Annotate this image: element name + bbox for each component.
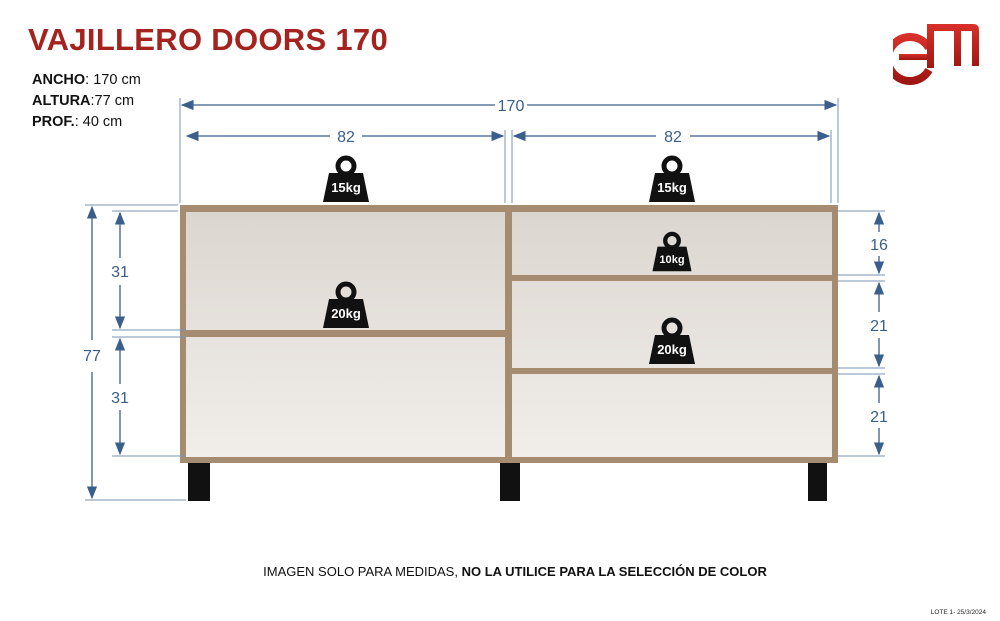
dim-left-top: 31 bbox=[111, 264, 129, 281]
right-shelf-top bbox=[512, 275, 832, 281]
dim-right-width: 82 bbox=[664, 129, 682, 146]
specs-list: ANCHO: 170 cm ALTURA:77 cm PROF.: 40 cm bbox=[32, 70, 141, 133]
svg-text:20kg: 20kg bbox=[331, 306, 361, 321]
svg-text:15kg: 15kg bbox=[331, 180, 361, 195]
svg-text:15kg: 15kg bbox=[657, 180, 687, 195]
dim-left-width: 82 bbox=[337, 129, 355, 146]
dim-total-height: 77 bbox=[83, 348, 101, 365]
weight-icon: 15kg bbox=[323, 158, 369, 202]
lot-label: LOTE 1- 25/3/2024 bbox=[930, 609, 986, 616]
right-shelf-middle bbox=[512, 368, 832, 374]
spec-width: ANCHO: 170 cm bbox=[32, 72, 141, 88]
dim-total-width: 170 bbox=[498, 98, 525, 115]
left-shelf bbox=[186, 330, 505, 337]
weight-icon: 20kg bbox=[323, 284, 369, 328]
spec-height: ALTURA:77 cm bbox=[32, 93, 135, 109]
leg bbox=[500, 463, 520, 501]
dim-left-bottom: 31 bbox=[111, 390, 129, 407]
dim-right-middle: 21 bbox=[870, 318, 888, 335]
leg bbox=[808, 463, 827, 501]
leg bbox=[188, 463, 210, 501]
dim-right-top: 16 bbox=[870, 237, 888, 254]
weight-icon: 10kg bbox=[652, 234, 691, 271]
svg-text:10kg: 10kg bbox=[659, 254, 684, 266]
weight-icon: 15kg bbox=[649, 158, 695, 202]
brand-logo bbox=[893, 24, 979, 85]
page-title: VAJILLERO DOORS 170 bbox=[28, 22, 388, 57]
disclaimer: IMAGEN SOLO PARA MEDIDAS, NO LA UTILICE … bbox=[263, 564, 767, 579]
svg-text:20kg: 20kg bbox=[657, 342, 687, 357]
weight-icon: 20kg bbox=[649, 320, 695, 364]
spec-depth: PROF.: 40 cm bbox=[32, 114, 123, 130]
dim-right-bottom: 21 bbox=[870, 409, 888, 426]
